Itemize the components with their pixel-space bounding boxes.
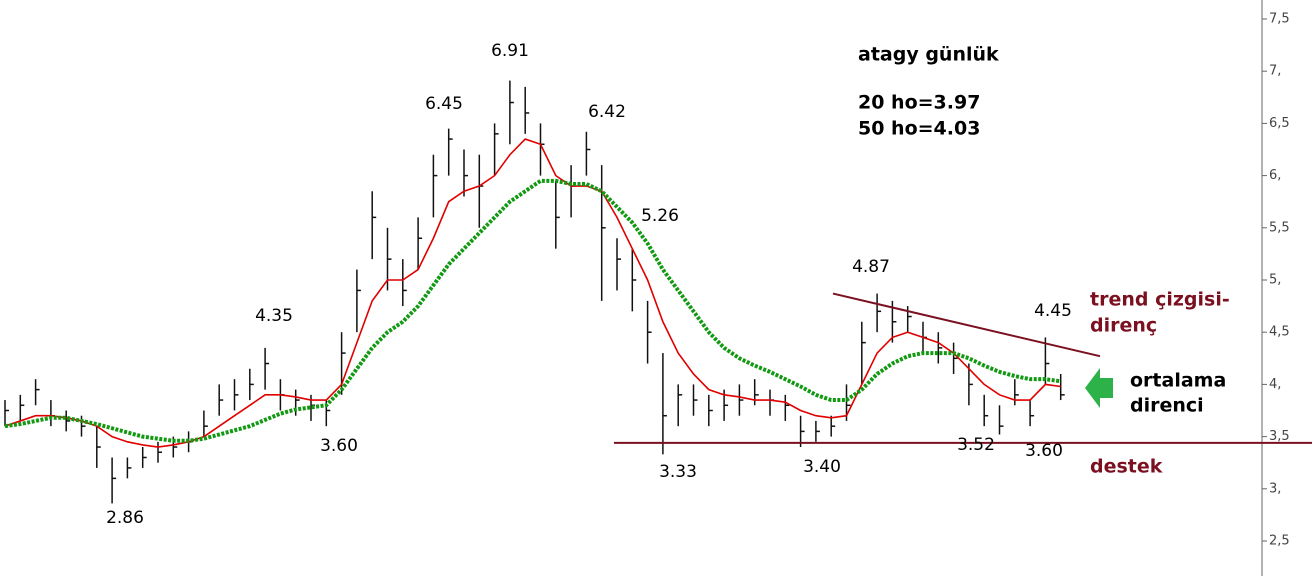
moving-average (4, 138, 1061, 448)
annotation: trend çizgisi- (1090, 289, 1230, 311)
price-label: 2.86 (106, 508, 144, 528)
annotation: destek (1090, 456, 1163, 478)
annotation: 20 ho=3.97 (858, 92, 980, 114)
y-tick-label: 7,5 (1269, 12, 1290, 27)
arrow (1085, 368, 1113, 408)
price-label: 5.26 (641, 206, 679, 226)
y-tick-label: 4, (1269, 377, 1281, 392)
y-tick-label: 3,5 (1269, 429, 1290, 444)
price-label: 6.45 (425, 94, 463, 114)
trend-line (832, 292, 1101, 358)
y-tick-label: 7, (1269, 64, 1281, 79)
y-tick-label: 6,5 (1269, 116, 1290, 131)
price-label: 3.60 (1025, 441, 1063, 461)
price-label: 3.60 (320, 436, 358, 456)
price-label: 3.33 (659, 462, 697, 482)
annotation: direnci (1130, 395, 1204, 417)
y-tick-label: 5, (1269, 273, 1281, 288)
annotation: direnç (1090, 315, 1157, 337)
price-label: 6.42 (588, 102, 626, 122)
y-tick-label: 6, (1269, 168, 1281, 183)
y-tick-label: 4,5 (1269, 325, 1290, 340)
price-label: 6.91 (491, 41, 529, 61)
chart-title: atagy günlük (858, 44, 999, 66)
price-label: 3.52 (957, 435, 995, 455)
price-label: 4.45 (1034, 301, 1072, 321)
price-label: 3.40 (803, 457, 841, 477)
price-label: 4.87 (852, 257, 890, 277)
annotation: ortalama (1130, 370, 1226, 392)
y-tick-label: 2,5 (1269, 534, 1290, 549)
y-tick-label: 5,5 (1269, 220, 1290, 235)
annotation: 50 ho=4.03 (858, 118, 980, 140)
moving-average (4, 178, 1061, 443)
price-label: 4.35 (255, 306, 293, 326)
y-tick-label: 3, (1269, 481, 1281, 496)
